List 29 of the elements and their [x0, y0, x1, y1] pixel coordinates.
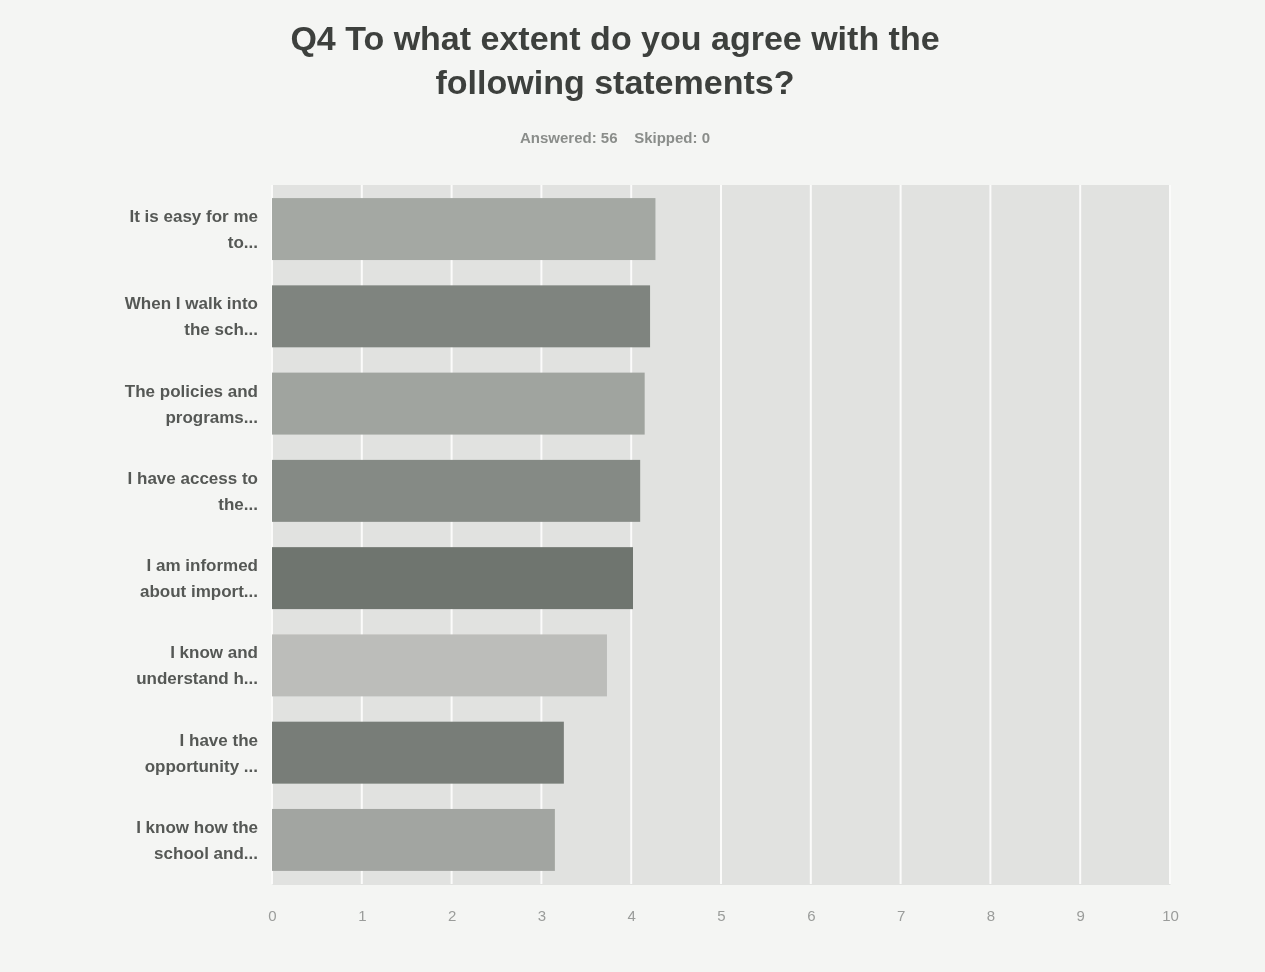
y-tick-label: It is easy for me to...: [129, 207, 258, 253]
bar: [272, 285, 651, 348]
chart-title: Q4 To what extent do you agree with the following statements?: [290, 19, 940, 101]
x-tick-label: 1: [358, 906, 367, 924]
x-tick-label: 9: [1076, 906, 1085, 924]
x-tick-label: 8: [986, 906, 996, 924]
x-tick-label: 7: [896, 906, 906, 924]
y-tick-label: The policies and programs...: [124, 381, 258, 427]
x-tick-label: 4: [627, 906, 636, 924]
x-tick-label: 3: [537, 906, 547, 924]
bar: [272, 721, 564, 784]
bar: [272, 547, 633, 610]
x-tick-label: 0: [268, 906, 277, 924]
chart-subtitle: Answered: 56 Skipped: 0: [519, 129, 711, 146]
y-tick-label: I have the opportunity ...: [144, 730, 258, 776]
y-tick-label: I know and understand h...: [136, 643, 258, 689]
y-tick-label: When I walk into the sch...: [124, 294, 258, 340]
y-tick-label: I am informed about import...: [139, 556, 258, 602]
x-tick-label: 5: [717, 906, 726, 924]
bar: [272, 198, 656, 261]
x-tick-label: 10: [1162, 906, 1179, 924]
x-tick-label: 2: [447, 906, 457, 924]
y-tick-label: I have access to the...: [127, 468, 258, 514]
y-tick-label: I know how the school and...: [136, 817, 258, 863]
bar: [272, 372, 645, 435]
bar: [272, 634, 607, 697]
bar: [272, 808, 555, 871]
bar: [272, 459, 641, 522]
x-tick-label: 6: [807, 906, 816, 924]
